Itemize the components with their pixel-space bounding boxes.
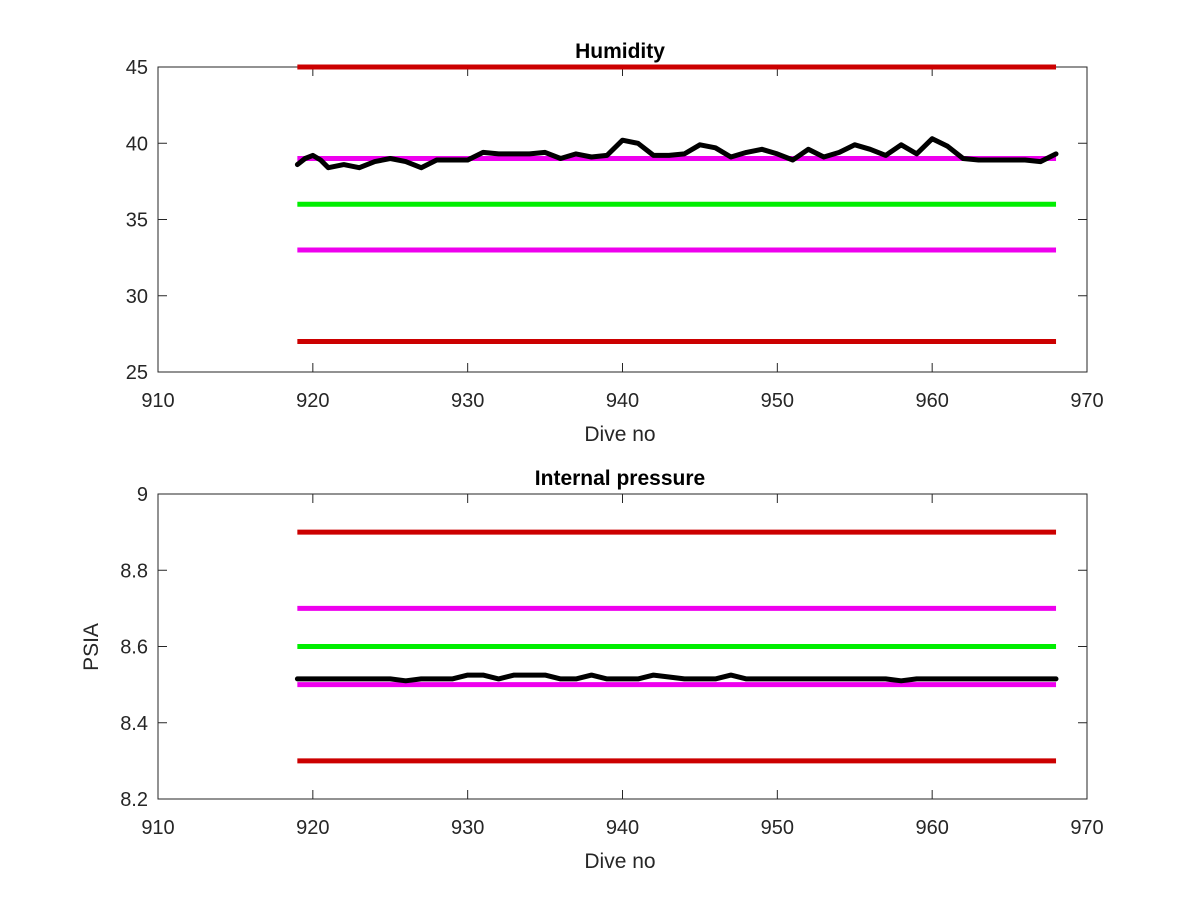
internal-pressure-x-tick-label: 940	[606, 817, 639, 839]
humidity-axes-frame	[157, 66, 1088, 373]
internal-pressure-data-line	[294, 672, 1059, 684]
humidity-x-tick-label: 920	[296, 390, 329, 412]
humidity-title: Humidity	[575, 40, 665, 63]
humidity-y-tick-label: 35	[126, 210, 148, 232]
internal-pressure-y-tick-label: 8.4	[120, 713, 148, 735]
internal-pressure-x-tick-label: 960	[915, 817, 948, 839]
humidity-x-tick-label: 970	[1070, 390, 1103, 412]
internal-pressure-panel: Internal pressure Dive no PSIA 910 920 930…	[80, 467, 1104, 873]
humidity-x-tick-label: 950	[761, 390, 794, 412]
internal-pressure-y-tick-label: 8.6	[120, 637, 148, 659]
internal-pressure-x-tick-label: 920	[296, 817, 329, 839]
internal-pressure-y-tick-label: 9	[137, 484, 148, 506]
internal-pressure-x-tick-label: 910	[141, 817, 174, 839]
internal-pressure-y-axis-label: PSIA	[80, 623, 103, 671]
humidity-x-tick-label: 960	[915, 390, 948, 412]
internal-pressure-y-tick-label: 8.2	[120, 789, 148, 811]
humidity-data-line	[294, 136, 1059, 171]
humidity-x-tick-label: 910	[141, 390, 174, 412]
humidity-x-tick-label: 940	[606, 390, 639, 412]
humidity-x-tick-label: 930	[451, 390, 484, 412]
humidity-y-tick-label: 30	[126, 286, 148, 308]
internal-pressure-title: Internal pressure	[535, 467, 705, 490]
humidity-x-axis-label: Dive no	[584, 423, 655, 446]
humidity-panel: Humidity Dive no 910 920 930 940 950 960 970 25…	[126, 40, 1104, 446]
internal-pressure-x-tick-label: 970	[1070, 817, 1103, 839]
humidity-y-tick-label: 25	[126, 362, 148, 384]
humidity-y-tick-label: 45	[126, 57, 148, 79]
internal-pressure-x-axis-label: Dive no	[584, 850, 655, 873]
humidity-y-tick-label: 40	[126, 133, 148, 155]
internal-pressure-x-tick-label: 930	[451, 817, 484, 839]
internal-pressure-y-tick-label: 8.8	[120, 560, 148, 582]
internal-pressure-x-tick-label: 950	[761, 817, 794, 839]
